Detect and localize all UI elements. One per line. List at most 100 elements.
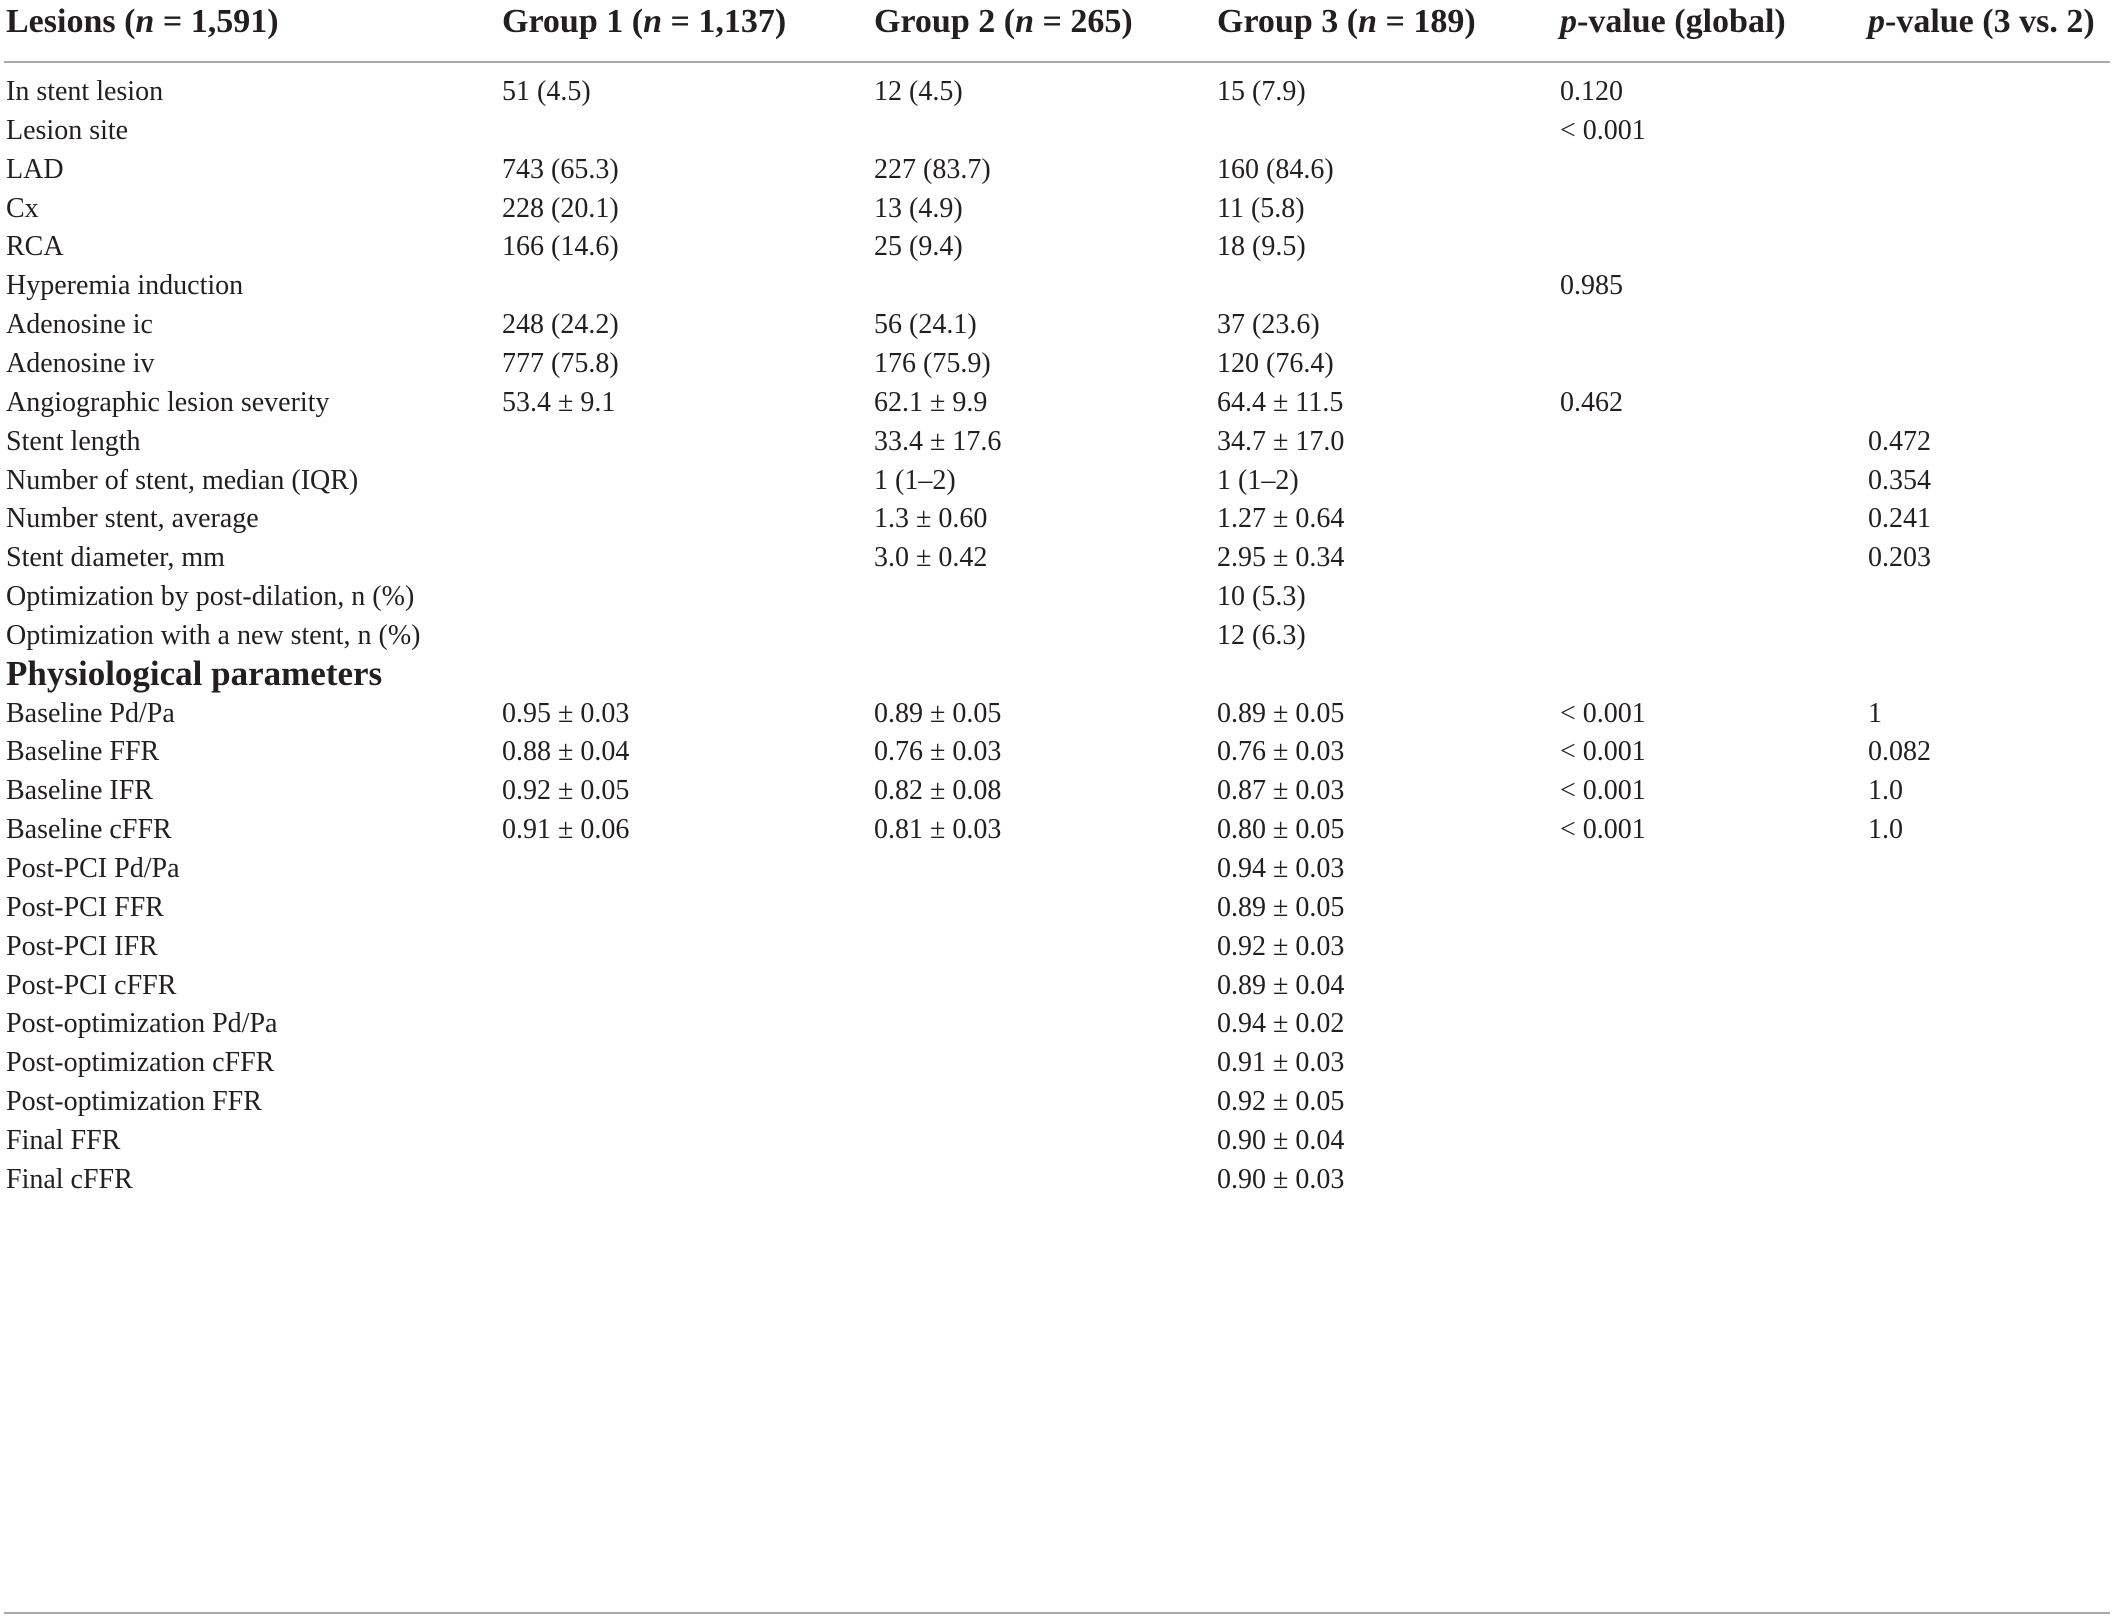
row-label: LAD [6,154,64,185]
row-label: In stent lesion [6,76,164,107]
cell-group-1: 0.88 ± 0.04 [502,736,630,767]
table-row: Number stent, average 1.3 ± 0.60 1.27 ± 0.… [0,499,2117,539]
cell-group-3: 0.92 ± 0.05 [1217,1086,1345,1117]
row-label: Post-PCI Pd/Pa [6,853,180,884]
table-row: LAD 743 (65.3) 227 (83.7) 160 (84.6) [0,150,2117,190]
row-label: Post-PCI FFR [6,892,164,923]
header-text: p [1560,3,1577,40]
row-label: Angiographic lesion severity [6,387,330,418]
table-row: Baseline Pd/Pa 0.95 ± 0.03 0.89 ± 0.05 0.89… [0,694,2117,734]
row-label: Lesion site [6,115,129,146]
cell-p-value-3-vs-2: 0.472 [1868,426,1931,457]
table-row: Optimization by post-dilation, n (%) 10 (… [0,577,2117,617]
cell-p-value-3-vs-2: 1.0 [1868,775,1903,806]
row-label: Post-optimization cFFR [6,1047,275,1078]
row-label: Optimization with a new stent, n (%) [6,620,421,651]
cell-group-2: 62.1 ± 9.9 [874,387,988,418]
cell-group-3: 0.76 ± 0.03 [1217,736,1345,767]
cell-group-3: 37 (23.6) [1217,309,1320,340]
header-p-value-global: p-value (global) [1560,0,1786,44]
header-lesions: Lesions (n = 1,591) [6,0,279,44]
table-row: RCA 166 (14.6) 25 (9.4) 18 (9.5) [0,227,2117,267]
cell-group-2: 12 (4.5) [874,76,963,107]
row-label: Hyperemia induction [6,270,244,301]
table-row: Adenosine iv 777 (75.8) 176 (75.9) 120 (76.… [0,344,2117,384]
table-row: Number of stent, median (IQR) 1 (1–2) 1 (1… [0,461,2117,501]
header-text: n [1015,3,1034,40]
bottom-rule [4,1612,2110,1614]
row-label: RCA [6,231,64,262]
table-row: In stent lesion 51 (4.5) 12 (4.5) 15 (7.9) 0… [0,72,2117,112]
row-label: Baseline cFFR [6,814,172,845]
table-row: Post-optimization FFR 0.92 ± 0.05 [0,1082,2117,1122]
header-text: = 189) [1377,3,1476,40]
cell-group-2: 0.89 ± 0.05 [874,698,1002,729]
header-text: Group 1 ( [502,3,644,40]
cell-group-2: 1 (1–2) [874,465,956,496]
row-label: Stent diameter, mm [6,542,225,573]
header-text: p [1868,3,1885,40]
table-row: Hyperemia induction 0.985 [0,266,2117,306]
row-label: Baseline Pd/Pa [6,698,175,729]
table-row: Post-optimization cFFR 0.91 ± 0.03 [0,1043,2117,1083]
table-row: Angiographic lesion severity 53.4 ± 9.1 62… [0,383,2117,423]
table-row: Post-PCI Pd/Pa 0.94 ± 0.03 [0,849,2117,889]
row-label: Physiological parameters [6,654,383,693]
header-text: = 265) [1034,3,1133,40]
table-row: Post-optimization Pd/Pa 0.94 ± 0.02 [0,1004,2117,1044]
cell-p-value-global: 0.462 [1560,387,1623,418]
row-label: Post-optimization FFR [6,1086,262,1117]
cell-group-3: 1 (1–2) [1217,465,1299,496]
cell-group-3: 15 (7.9) [1217,76,1306,107]
cell-group-3: 120 (76.4) [1217,348,1334,379]
row-label: Number stent, average [6,503,259,534]
table-row: Final cFFR 0.90 ± 0.03 [0,1160,2117,1200]
cell-group-2: 56 (24.1) [874,309,977,340]
table-row: Baseline IFR 0.92 ± 0.05 0.82 ± 0.08 0.87 ±… [0,771,2117,811]
row-label: Post-optimization Pd/Pa [6,1008,278,1039]
cell-group-3: 12 (6.3) [1217,620,1306,651]
cell-p-value-global: < 0.001 [1560,115,1646,146]
cell-group-2: 33.4 ± 17.6 [874,426,1002,457]
table-row: Post-PCI cFFR 0.89 ± 0.04 [0,966,2117,1006]
header-p-value-3-vs-2: p-value (3 vs. 2) [1868,0,2095,44]
section-heading-row: Physiological parameters [0,652,2117,693]
table-header-row: Lesions (n = 1,591) Group 1 (n = 1,137) Gr… [0,0,2117,44]
row-label: Cx [6,193,39,224]
cell-group-1: 0.95 ± 0.03 [502,698,630,729]
table-row: Stent length 33.4 ± 17.6 34.7 ± 17.0 0.472 [0,422,2117,462]
header-text: n [135,3,155,40]
cell-group-1: 777 (75.8) [502,348,619,379]
cell-group-2: 1.3 ± 0.60 [874,503,988,534]
cell-group-3: 0.89 ± 0.04 [1217,970,1345,1001]
header-group-1: Group 1 (n = 1,137) [502,0,786,44]
cell-group-3: 1.27 ± 0.64 [1217,503,1345,534]
cell-group-2: 227 (83.7) [874,154,991,185]
table-row: Post-PCI FFR 0.89 ± 0.05 [0,888,2117,928]
cell-group-3: 0.94 ± 0.02 [1217,1008,1345,1039]
table-row: Stent diameter, mm 3.0 ± 0.42 2.95 ± 0.34 0… [0,538,2117,578]
cell-group-1: 228 (20.1) [502,193,619,224]
cell-group-1: 0.91 ± 0.06 [502,814,630,845]
table-row: Baseline FFR 0.88 ± 0.04 0.76 ± 0.03 0.76 ±… [0,732,2117,772]
cell-group-3: 160 (84.6) [1217,154,1334,185]
row-label: Final FFR [6,1125,121,1156]
cell-group-3: 0.94 ± 0.03 [1217,853,1345,884]
cell-group-1: 0.92 ± 0.05 [502,775,630,806]
table-row: Post-PCI IFR 0.92 ± 0.03 [0,927,2117,967]
cell-p-value-global: < 0.001 [1560,775,1646,806]
cell-group-1: 166 (14.6) [502,231,619,262]
table-row: Final FFR 0.90 ± 0.04 [0,1121,2117,1161]
cell-group-3: 0.90 ± 0.04 [1217,1125,1345,1156]
cell-group-1: 248 (24.2) [502,309,619,340]
cell-group-2: 3.0 ± 0.42 [874,542,988,573]
header-text: Group 3 ( [1217,3,1359,40]
row-label: Post-PCI cFFR [6,970,177,1001]
cell-p-value-global: < 0.001 [1560,698,1646,729]
cell-group-3: 0.80 ± 0.05 [1217,814,1345,845]
cell-group-3: 64.4 ± 11.5 [1217,387,1344,418]
header-text: n [1358,3,1377,40]
table-row: Optimization with a new stent, n (%) 12 (… [0,616,2117,656]
header-group-3: Group 3 (n = 189) [1217,0,1476,44]
row-label: Adenosine iv [6,348,155,379]
